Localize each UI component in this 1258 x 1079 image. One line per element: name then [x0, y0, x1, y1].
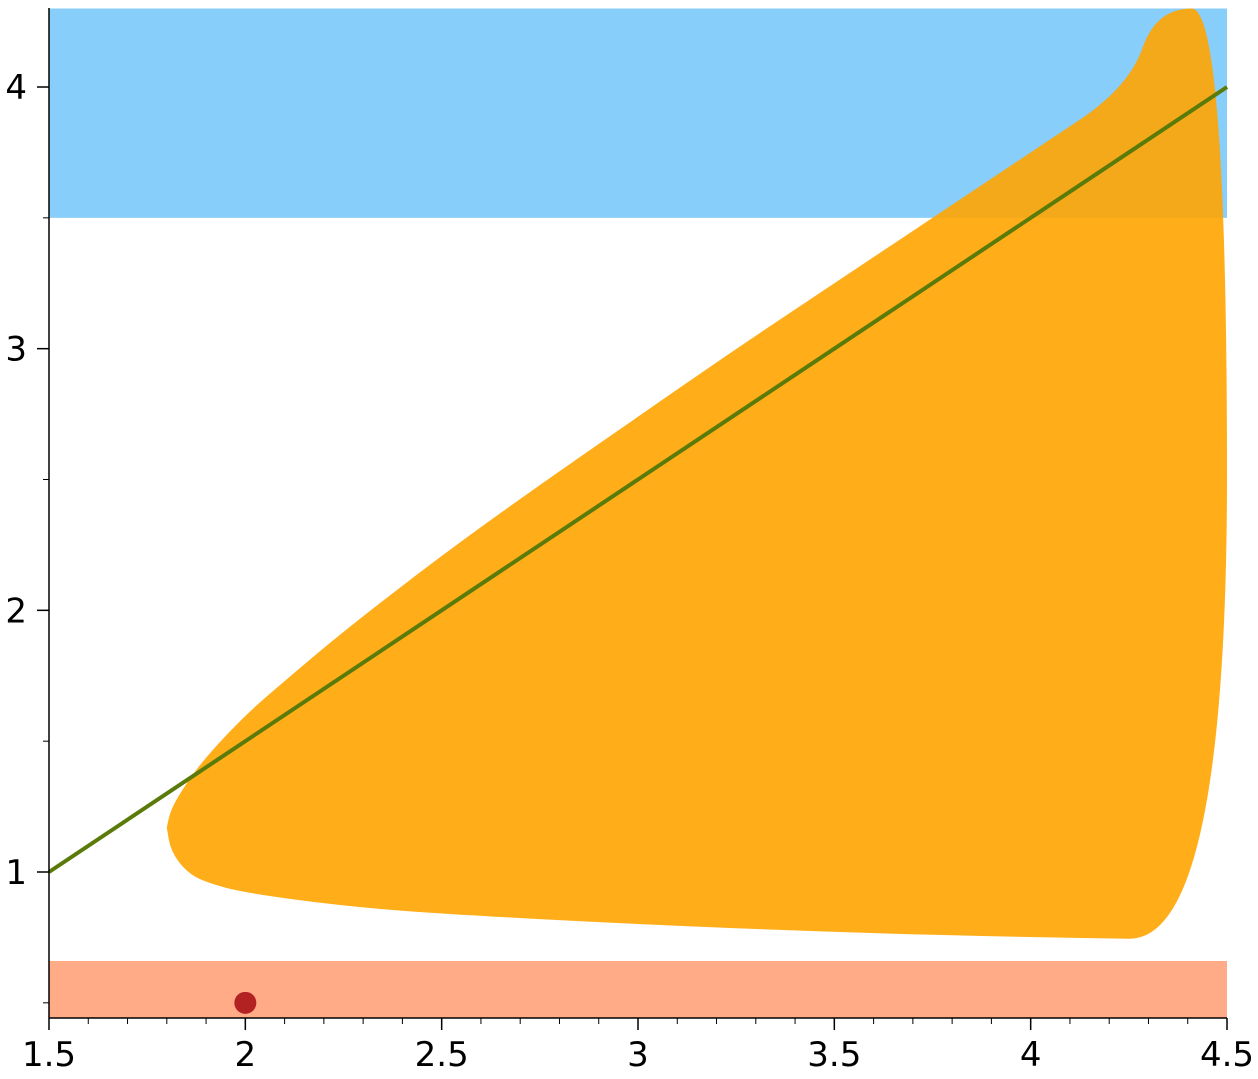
filled-curve-region — [166, 8, 1227, 939]
band-region-1 — [49, 960, 1227, 1018]
y-tick-label: 3 — [5, 330, 27, 370]
x-tick-label: 1.5 — [22, 1035, 76, 1075]
y-tick-label: 2 — [5, 591, 27, 631]
x-tick-label: 3 — [627, 1035, 649, 1075]
x-tick-label: 2.5 — [415, 1035, 469, 1075]
x-tick-label: 3.5 — [807, 1035, 861, 1075]
chart-regions — [49, 8, 1227, 1018]
x-tick-label: 4 — [1020, 1035, 1042, 1075]
chart-axes: 1.5 2 2.5 3 3.5 4 4.5 1 2 3 4 — [5, 8, 1254, 1075]
x-tick-label: 4.5 — [1200, 1035, 1254, 1075]
y-tick-label: 1 — [5, 853, 27, 893]
scatter-point-0 — [234, 991, 257, 1014]
y-tick-label: 4 — [5, 68, 27, 108]
x-tick-label: 2 — [235, 1035, 257, 1075]
chart-series — [47, 85, 1229, 1014]
series-line-0 — [47, 85, 1229, 874]
